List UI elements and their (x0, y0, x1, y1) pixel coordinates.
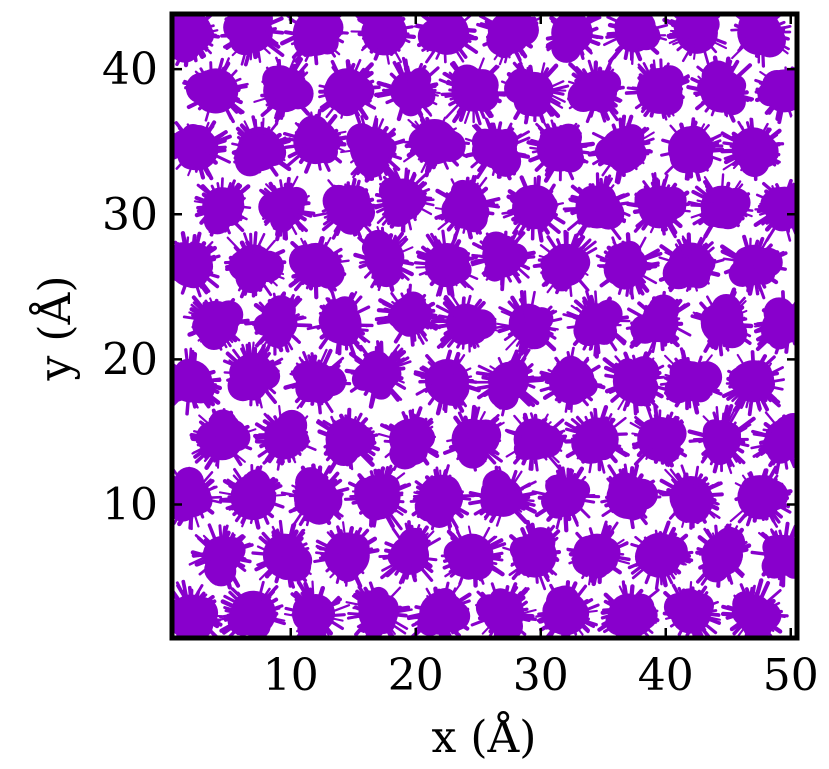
x-tick-label: 10 (263, 650, 319, 701)
y-tick-label: 40 (102, 44, 158, 95)
y-tick-label: 30 (102, 189, 158, 240)
x-tick-label: 20 (388, 650, 444, 701)
y-axis-label: y (Å) (28, 276, 81, 382)
x-axis-label: x (Å) (432, 710, 537, 763)
x-tick-label: 50 (763, 650, 819, 701)
y-tick-label: 10 (102, 479, 158, 530)
x-tick-label: 40 (638, 650, 694, 701)
y-tick-label: 20 (102, 334, 158, 385)
x-tick-label: 30 (513, 650, 569, 701)
